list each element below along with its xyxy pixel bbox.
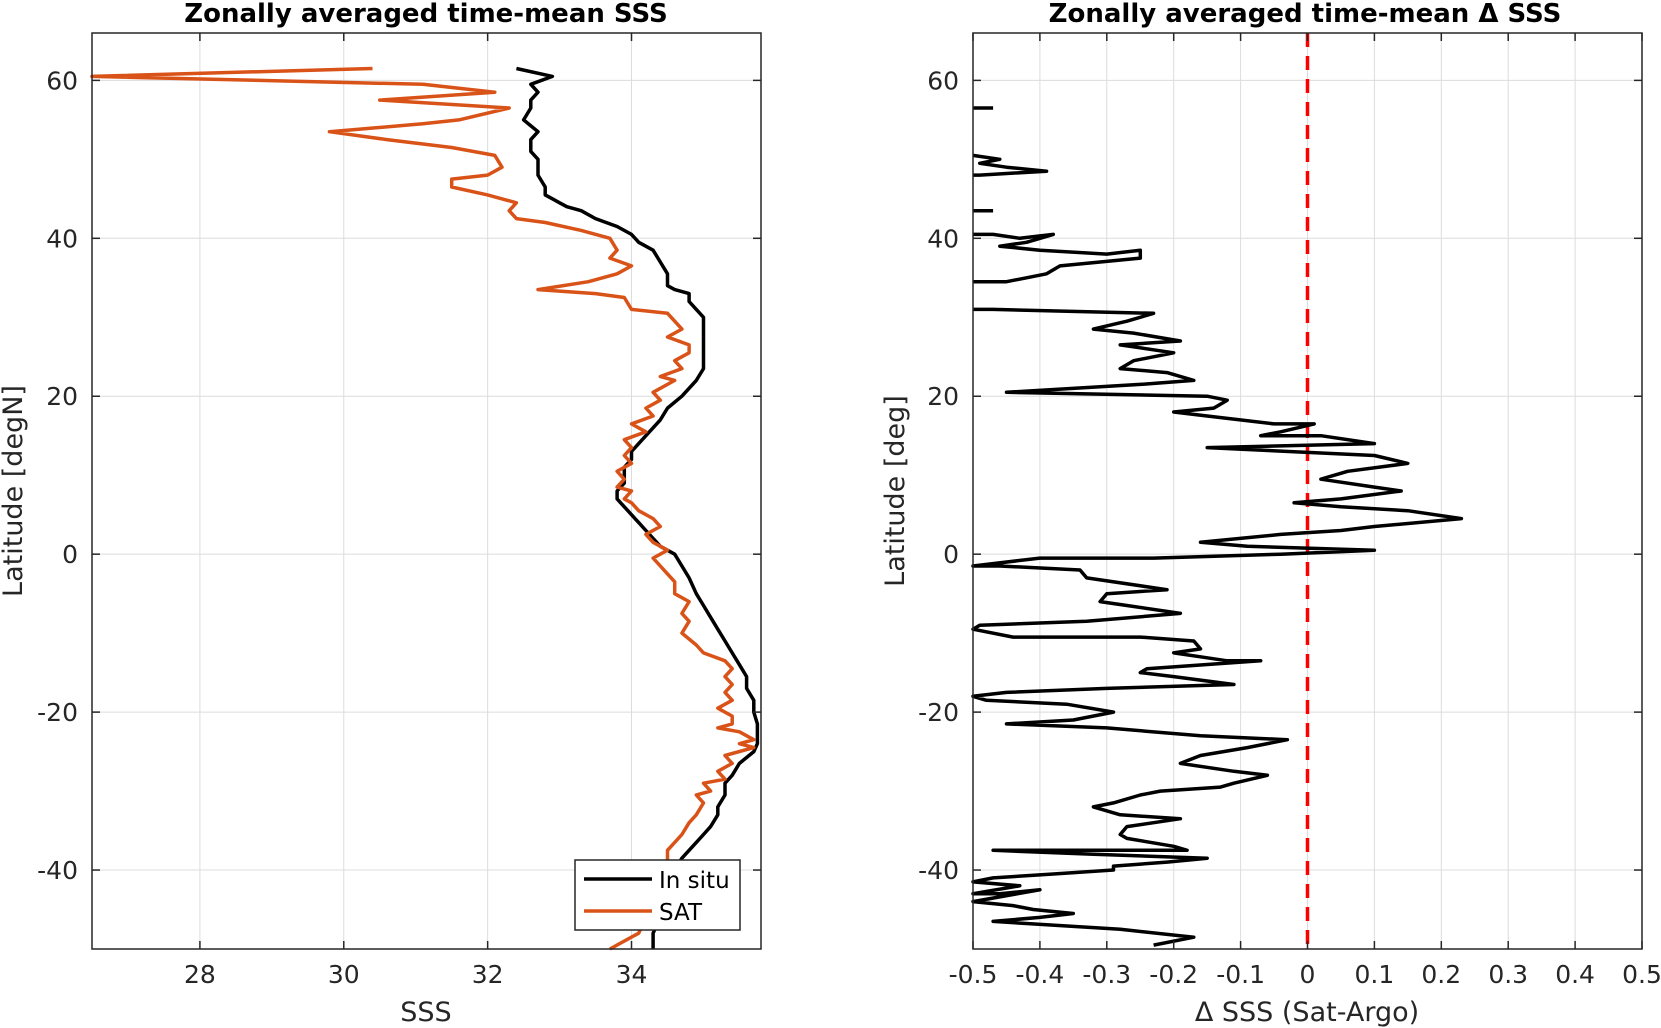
grid (92, 33, 761, 949)
y-tick-label: 60 (927, 66, 959, 95)
y-tick-label: 40 (46, 224, 78, 253)
x-tick-label: 34 (616, 960, 648, 989)
series-line-segment-3 (973, 232, 1143, 284)
legend-label-sat: SAT (659, 900, 703, 926)
x-tick-label: 0.4 (1555, 960, 1595, 989)
x-tick-label: -0.3 (1082, 960, 1131, 989)
x-tick-label: -0.1 (1216, 960, 1265, 989)
x-tick-label: -0.4 (1016, 960, 1065, 989)
y-tick-label: 60 (46, 66, 78, 95)
x-tick-label: -0.2 (1149, 960, 1198, 989)
y-axis-label: Latitude [degN] (0, 385, 29, 597)
legend-label-in-situ: In situ (659, 868, 730, 894)
y-tick-label: -40 (918, 856, 959, 885)
x-axis-label: Δ SSS (Sat-Argo) (1195, 997, 1419, 1028)
series-line-sat (90, 66, 756, 951)
x-tick-label: -0.5 (949, 960, 998, 989)
y-tick-label: 20 (46, 382, 78, 411)
delta-sss-chart: -0.5 -0.4 -0.3 -0.2 -0.1 0 0.1 0.2 0.3 0.4 0.5 -40 -… (880, 0, 1661, 1028)
x-tick-label: 0 (1300, 960, 1316, 989)
plot-background (92, 33, 761, 949)
plot-frame (91, 32, 762, 950)
y-tick-label: -40 (37, 856, 78, 885)
chart-title: Zonally averaged time-mean Δ SSS (1049, 0, 1562, 29)
sss-chart: 28 30 32 34 -40 -20 0 20 40 60 Zonally averaged t… (0, 0, 762, 1028)
legend-box (574, 859, 741, 931)
legend: In situ SAT (574, 859, 741, 931)
y-tick-label: -20 (918, 698, 959, 727)
x-tick-label: 30 (328, 960, 360, 989)
x-tick-label: 0.3 (1488, 960, 1528, 989)
x-tick-label: 28 (184, 960, 216, 989)
series-line-in-situ (516, 66, 760, 949)
y-tick-label: 0 (943, 540, 959, 569)
y-axis-label: Latitude [deg] (880, 395, 911, 587)
ticks: 28 30 32 34 -40 -20 0 20 40 60 (37, 33, 761, 989)
x-axis-label: SSS (400, 997, 451, 1028)
y-tick-label: -20 (37, 698, 78, 727)
y-tick-label: 20 (927, 382, 959, 411)
x-tick-label: 0.5 (1622, 960, 1661, 989)
x-tick-label: 0.2 (1421, 960, 1461, 989)
series-line-segment-4 (971, 307, 1464, 947)
ticks: -0.5 -0.4 -0.3 -0.2 -0.1 0 0.1 0.2 0.3 0.4 0.5 -40 -… (918, 33, 1661, 989)
y-tick-label: 0 (62, 540, 78, 569)
x-tick-label: 32 (472, 960, 504, 989)
chart-title: Zonally averaged time-mean SSS (184, 0, 668, 29)
series-line-segment-1 (972, 153, 1049, 177)
series-group (90, 66, 760, 951)
y-tick-label: 40 (927, 224, 959, 253)
series-group (971, 106, 1464, 947)
x-tick-label: 0.1 (1355, 960, 1395, 989)
